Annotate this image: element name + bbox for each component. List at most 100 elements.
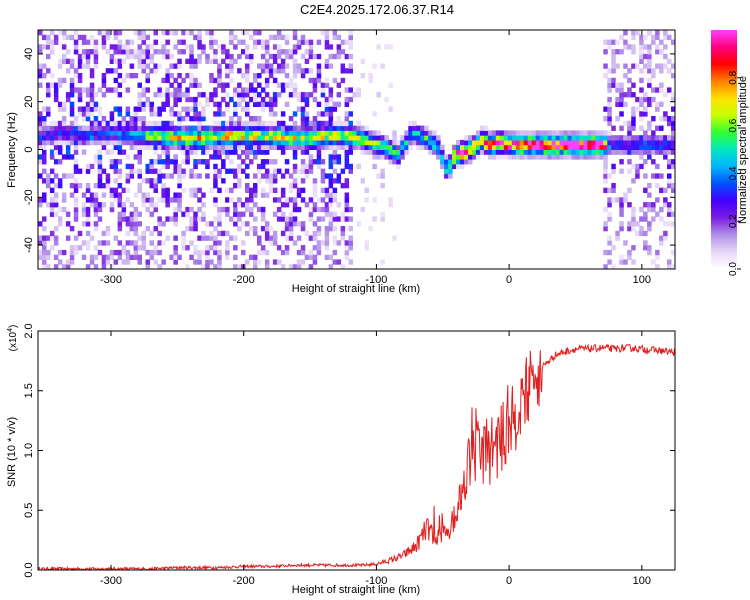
spectrogram-cell [643, 211, 648, 217]
spectrogram-cell [567, 139, 572, 146]
spectrogram-cell [408, 139, 413, 146]
spectrogram-cell [133, 240, 139, 246]
spectrogram-cell [619, 49, 624, 55]
spectrogram-cell [631, 211, 636, 217]
spectrogram-cell [165, 202, 170, 208]
spectrogram-cell [97, 139, 103, 146]
spectrogram-cell [241, 249, 246, 256]
spectrogram-cell [213, 149, 218, 155]
spectrogram-cell [380, 135, 385, 141]
spectrogram-cell [217, 82, 222, 88]
spectrogram-cell [631, 125, 636, 131]
spectrogram-cell [328, 106, 334, 112]
spectrogram-cell [659, 87, 664, 93]
spectrogram-cell [253, 30, 258, 36]
spectrogram-cell [161, 101, 166, 107]
spectrogram-cell [42, 63, 47, 69]
spectrogram-cell [57, 106, 63, 112]
spectrogram-cell [444, 159, 449, 165]
spectrogram-cell [276, 49, 282, 55]
spectrogram-cell [260, 130, 266, 136]
spectrogram-cell [173, 30, 178, 36]
spectrogram-cell [237, 178, 242, 184]
spectrogram-cell [380, 154, 385, 160]
spectrogram-cell [105, 34, 111, 41]
spectrogram-cell [324, 130, 330, 136]
spectrogram-cell [133, 168, 139, 174]
spectrogram-cell [189, 144, 194, 150]
spectrogram-cell [169, 53, 174, 60]
spectrogram-cell [217, 230, 222, 237]
spectrogram-cell [268, 73, 274, 79]
spectrogram-cell [631, 245, 636, 251]
spectrogram-cell [324, 240, 330, 246]
spectrogram-cell [400, 135, 405, 141]
spectrogram-cell [603, 221, 608, 227]
spectrogram-cell [109, 202, 115, 208]
spectrogram-cell [173, 249, 178, 256]
spectrogram-cell [603, 49, 608, 55]
spectrogram-cell [225, 197, 230, 203]
spectrogram-cell [348, 245, 353, 251]
spectrogram-cell [651, 206, 656, 213]
spectrogram-cell [276, 168, 282, 174]
spectrogram-cell [129, 240, 135, 246]
spectrogram-cell [237, 125, 242, 131]
spectrogram-cell [647, 154, 652, 160]
spectrogram-x-axis-label: Height of straight line (km) [292, 283, 420, 295]
spectrogram-cell [276, 135, 282, 141]
spectrogram-cell [300, 120, 306, 127]
spectrogram-cell [117, 254, 123, 260]
spectrogram-cell [320, 92, 326, 98]
spectrogram-cell [328, 211, 334, 217]
spectrogram-cell [201, 230, 206, 237]
spectrogram-cell [535, 154, 541, 160]
spectrogram-cell [141, 120, 146, 127]
spectrogram-cell [169, 197, 174, 203]
spectrogram-cell [344, 202, 350, 208]
spectrogram-cell [161, 149, 166, 155]
spectrogram-cell [324, 77, 330, 84]
spectrogram-cell [189, 226, 194, 232]
spectrogram-cell [623, 149, 628, 155]
spectrogram-cell [57, 249, 63, 256]
spectrogram-cell [615, 149, 620, 155]
spectrogram-cell [400, 144, 405, 150]
spectrogram-cell [627, 187, 632, 193]
spectrogram-cell [181, 130, 186, 136]
spectrogram-cell [667, 87, 672, 93]
spectrogram-cell [237, 183, 242, 189]
spectrogram-cell [515, 154, 521, 160]
spectrogram-cell [280, 34, 286, 41]
spectrogram-cell [555, 130, 561, 136]
spectrogram-cell [627, 139, 632, 146]
spectrogram-cell [89, 82, 95, 88]
spectrogram-cell [376, 135, 381, 141]
spectrogram-x-tick-label: -100 [365, 274, 387, 286]
spectrogram-cell [133, 106, 139, 112]
spectrogram-cell [332, 159, 338, 165]
spectrogram-cell [444, 168, 449, 174]
spectrogram-cell [69, 226, 75, 232]
spectrogram-cell [161, 221, 166, 227]
spectrogram-cell [77, 135, 83, 141]
spectrogram-cell [193, 106, 198, 112]
spectrogram-cell [328, 92, 334, 98]
spectrogram-cell [360, 73, 365, 79]
spectrogram-cell [288, 211, 294, 217]
spectrogram-cell [217, 130, 222, 136]
spectrogram-cell [161, 259, 166, 265]
spectrogram-cell [213, 173, 218, 179]
spectrogram-cell [324, 144, 330, 150]
spectrogram-cell [304, 163, 310, 170]
spectrogram-cell [197, 139, 202, 146]
spectrogram-cell [372, 63, 377, 69]
spectrogram-cell [169, 82, 174, 88]
spectrogram-cell [161, 49, 166, 55]
spectrogram-cell [663, 230, 668, 237]
spectrogram-cell [671, 120, 675, 127]
spectrogram-cell [177, 111, 182, 117]
spectrogram-cell [356, 221, 361, 227]
spectrogram-cell [296, 168, 302, 174]
spectrogram-cell [280, 58, 286, 64]
